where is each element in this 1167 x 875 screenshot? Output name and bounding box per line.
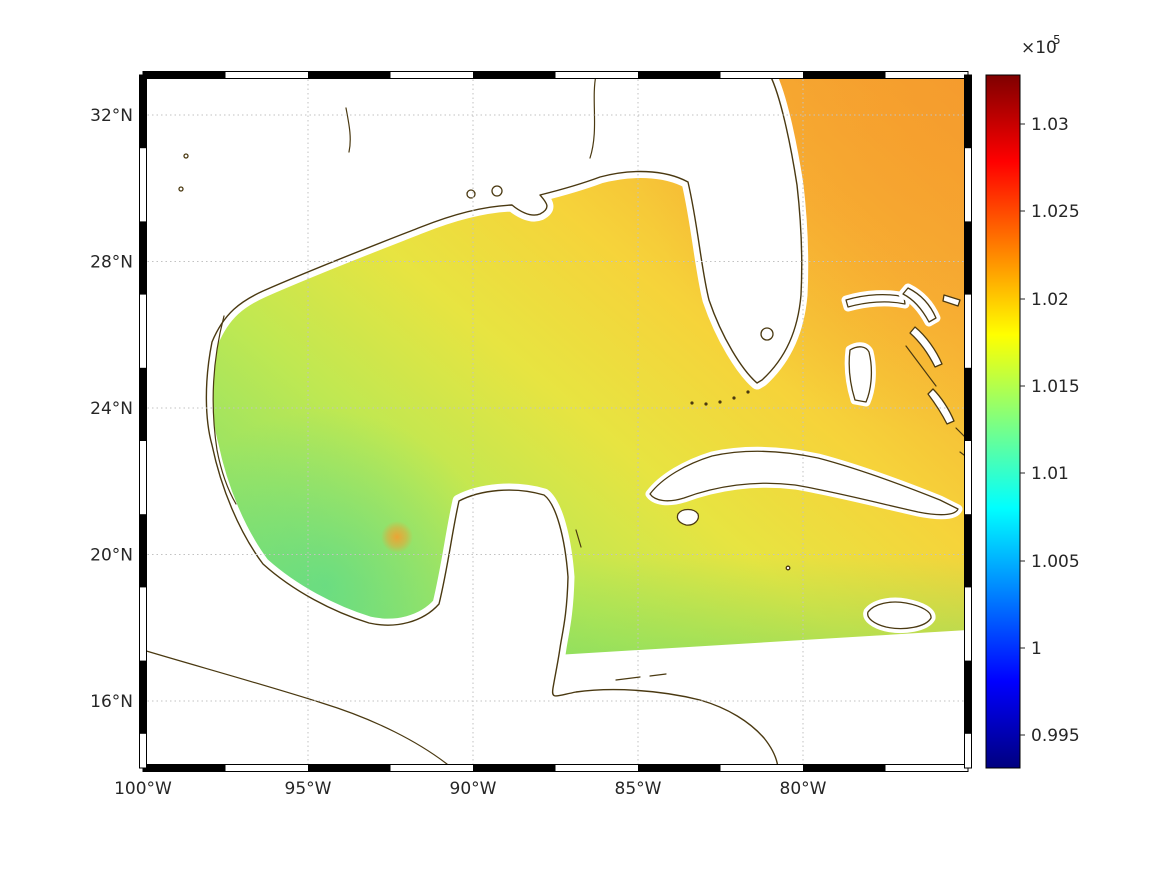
colorbar-tick-label: 1.03 (1031, 115, 1069, 135)
y-tick-label: 24°N (90, 399, 133, 419)
roatan (615, 676, 641, 681)
exuma-cays (905, 345, 937, 387)
colorbar-multiplier-base: ×10 (1021, 38, 1057, 58)
cozumel (575, 529, 582, 548)
x-tick-label: 100°W (114, 779, 172, 799)
x-tick-label: 85°W (615, 779, 662, 799)
texas-laguna-madre (212, 315, 237, 505)
colorbar-tick-label: 1.01 (1031, 464, 1069, 484)
inland-lake-2 (178, 186, 184, 192)
inland-lake-1 (183, 153, 189, 159)
colorbar-tick-label: 0.995 (1031, 726, 1080, 746)
x-tick-label: 95°W (285, 779, 332, 799)
y-axis-labels: 32°N 28°N 24°N 20°N 16°N (90, 106, 133, 712)
cayman (785, 565, 791, 571)
colorbar-tick-marks (1020, 123, 1025, 736)
lake-okeechobee (760, 327, 774, 341)
bahama-bank-islet (942, 294, 961, 307)
colorbar: 1.03 1.025 1.02 1.015 1.01 1.005 1 0.995… (985, 33, 1080, 769)
long-island-bahamas (927, 388, 955, 425)
y-tick-label: 20°N (90, 546, 133, 566)
x-axis-labels: 100°W 95°W 90°W 85°W 80°W (114, 779, 827, 799)
island-cuba (645, 446, 963, 526)
eleuthera (909, 326, 943, 368)
land-mainland (143, 68, 809, 775)
colorbar-labels: 1.03 1.025 1.02 1.015 1.01 1.005 1 0.995 (1031, 115, 1080, 746)
florida-keys (690, 390, 750, 406)
abaco (902, 287, 937, 323)
guanaja (649, 673, 667, 677)
jamaica-coastline (867, 601, 932, 630)
isla-juventud (676, 508, 700, 526)
andros (848, 346, 873, 403)
rio-grande (345, 107, 351, 153)
lake-pontchartrain (491, 185, 503, 197)
y-tick-label: 16°N (90, 692, 133, 712)
graticule-grid (143, 75, 968, 768)
map-frame (139, 71, 972, 772)
lake-maurepas (466, 189, 476, 199)
colorbar-gradient (985, 74, 1021, 769)
islands-bahamas (841, 283, 969, 459)
colorbar-tick-label: 1.025 (1031, 202, 1080, 222)
colorbar-multiplier: ×10 5 (1021, 33, 1061, 58)
mainland-coastline (205, 74, 803, 769)
y-tick-label: 28°N (90, 253, 133, 273)
island-jamaica (863, 597, 936, 634)
colorbar-tick-label: 1.005 (1031, 552, 1080, 572)
colorbar-tick-label: 1.015 (1031, 377, 1080, 397)
grand-bahama (845, 293, 906, 308)
x-tick-label: 90°W (450, 779, 497, 799)
colorbar-tick-label: 1 (1031, 639, 1042, 659)
colorbar-multiplier-exponent: 5 (1053, 33, 1061, 47)
colorbar-tick-label: 1.02 (1031, 290, 1069, 310)
minor-coast-features (142, 74, 791, 769)
x-tick-label: 80°W (780, 779, 827, 799)
mainland-fill (143, 75, 802, 768)
pacific-coast-mexico (142, 649, 453, 769)
y-tick-label: 32°N (90, 106, 133, 126)
cuba-coastline (649, 450, 959, 516)
